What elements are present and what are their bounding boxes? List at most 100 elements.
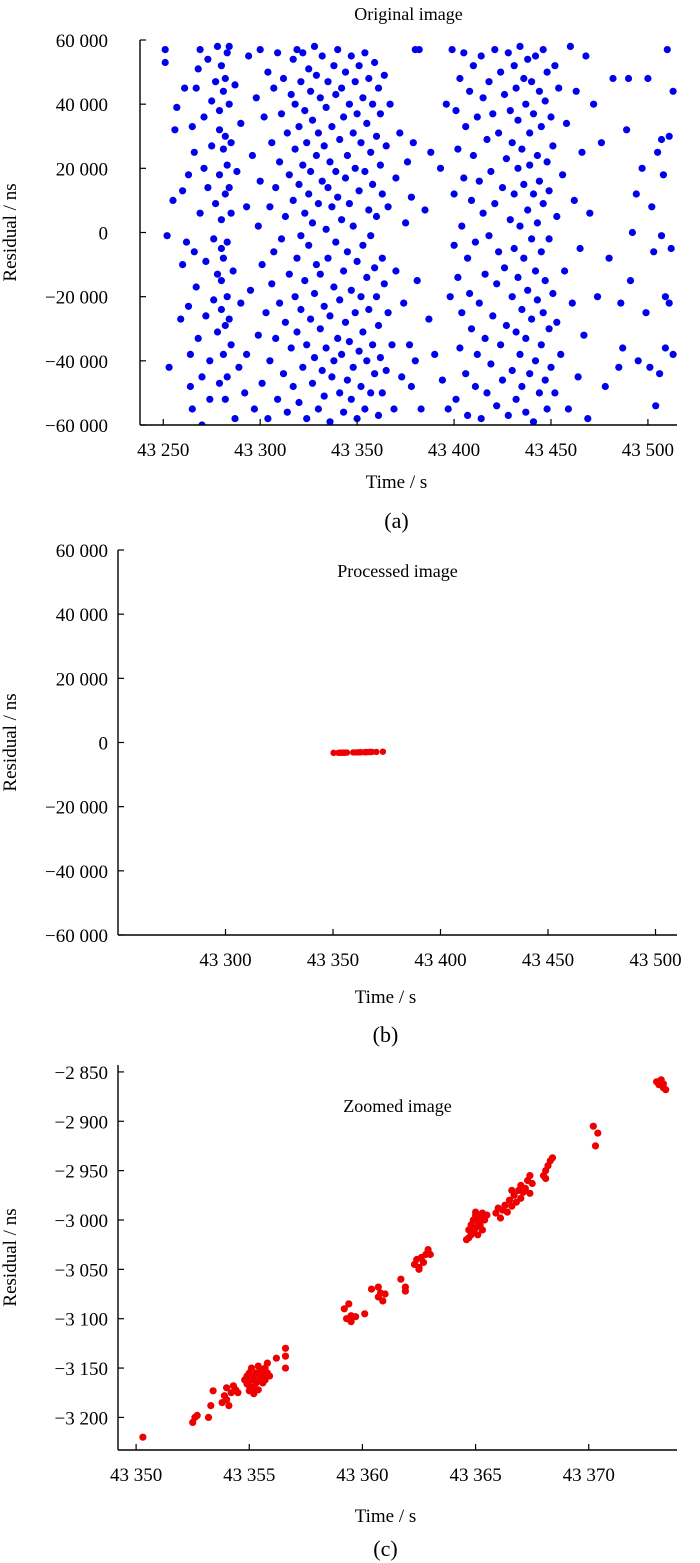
y-tick-label: −3 000 (55, 1211, 108, 1232)
data-point (626, 277, 635, 285)
data-point (365, 305, 373, 314)
y-tick-label: −2 850 (55, 1063, 108, 1084)
data-point (401, 1283, 409, 1291)
data-point (497, 68, 505, 76)
data-point (665, 132, 673, 140)
data-point (367, 1285, 376, 1293)
data-point (363, 119, 371, 127)
y-tick-label: 60 000 (56, 541, 108, 562)
data-point (266, 1372, 274, 1380)
data-point (502, 155, 510, 163)
data-point (444, 405, 452, 413)
data-point (578, 148, 586, 156)
data-point (503, 1208, 511, 1216)
data-point (659, 1080, 668, 1088)
x-tick-label: 43 500 (622, 440, 674, 461)
data-point (225, 184, 233, 192)
data-point (227, 209, 235, 217)
chart-title: Zoomed image (343, 1096, 451, 1116)
data-point (535, 389, 544, 397)
data-point (547, 113, 555, 121)
data-point (332, 167, 340, 176)
y-tick-label: −2 950 (55, 1162, 108, 1183)
data-point (217, 216, 225, 224)
x-tick-label: 43 450 (525, 440, 577, 461)
data-point (312, 151, 320, 160)
data-point (357, 382, 365, 391)
data-point (379, 748, 387, 755)
data-point (291, 293, 299, 301)
data-point (338, 84, 346, 92)
data-point (373, 748, 380, 756)
data-point (506, 216, 514, 224)
data-point (426, 1250, 434, 1259)
data-point (543, 405, 551, 413)
data-point (318, 52, 326, 60)
data-point (200, 164, 208, 172)
panel-caption: (b) (373, 1022, 399, 1047)
data-point (485, 232, 493, 240)
data-point (345, 1300, 353, 1308)
data-point (380, 71, 388, 79)
data-point (372, 293, 381, 301)
data-point (308, 379, 317, 387)
data-point (247, 1364, 256, 1372)
data-point (334, 46, 342, 54)
data-point (314, 200, 322, 208)
data-point (332, 238, 340, 246)
data-point (403, 158, 412, 166)
data-point (200, 113, 208, 121)
data-point (656, 370, 664, 378)
data-point (529, 418, 538, 425)
data-point (458, 222, 466, 230)
data-point (648, 203, 656, 211)
data-point (504, 49, 512, 57)
data-point (495, 248, 503, 256)
data-point (659, 171, 668, 179)
data-point (254, 331, 262, 339)
data-point (209, 1387, 217, 1395)
data-point (351, 164, 359, 172)
data-point (545, 235, 553, 243)
data-point (436, 164, 445, 172)
data-series (139, 1076, 670, 1441)
y-tick-label: 20 000 (56, 159, 108, 180)
data-point (477, 415, 485, 423)
data-point (223, 1396, 231, 1404)
data-point (378, 254, 386, 262)
data-point (376, 110, 384, 118)
data-point (528, 78, 536, 86)
data-point (619, 344, 627, 352)
data-point (330, 283, 338, 291)
data-point (347, 395, 355, 403)
data-point (374, 411, 383, 419)
x-tick-label: 43 300 (199, 950, 251, 971)
data-point (330, 62, 338, 70)
y-tick-label: 0 (99, 224, 109, 245)
data-point (287, 90, 295, 99)
chart-title: Original image (354, 4, 462, 24)
data-point (474, 1231, 482, 1239)
data-point (328, 203, 336, 211)
data-point (215, 171, 224, 179)
data-point (584, 415, 592, 423)
data-point (469, 62, 477, 70)
data-point (343, 151, 351, 160)
data-point (179, 187, 187, 195)
data-point (361, 1310, 369, 1318)
data-point (450, 190, 458, 198)
data-point (287, 344, 295, 352)
y-axis-label: Residual / ns (0, 693, 21, 791)
data-point (264, 68, 272, 76)
data-point (353, 415, 361, 423)
data-point (359, 94, 367, 102)
data-point (460, 49, 468, 57)
data-point (281, 212, 289, 221)
data-point (198, 373, 206, 381)
data-point (493, 280, 501, 288)
data-point (438, 376, 446, 384)
data-point (460, 174, 468, 182)
data-point (539, 46, 547, 54)
data-point (210, 296, 218, 304)
